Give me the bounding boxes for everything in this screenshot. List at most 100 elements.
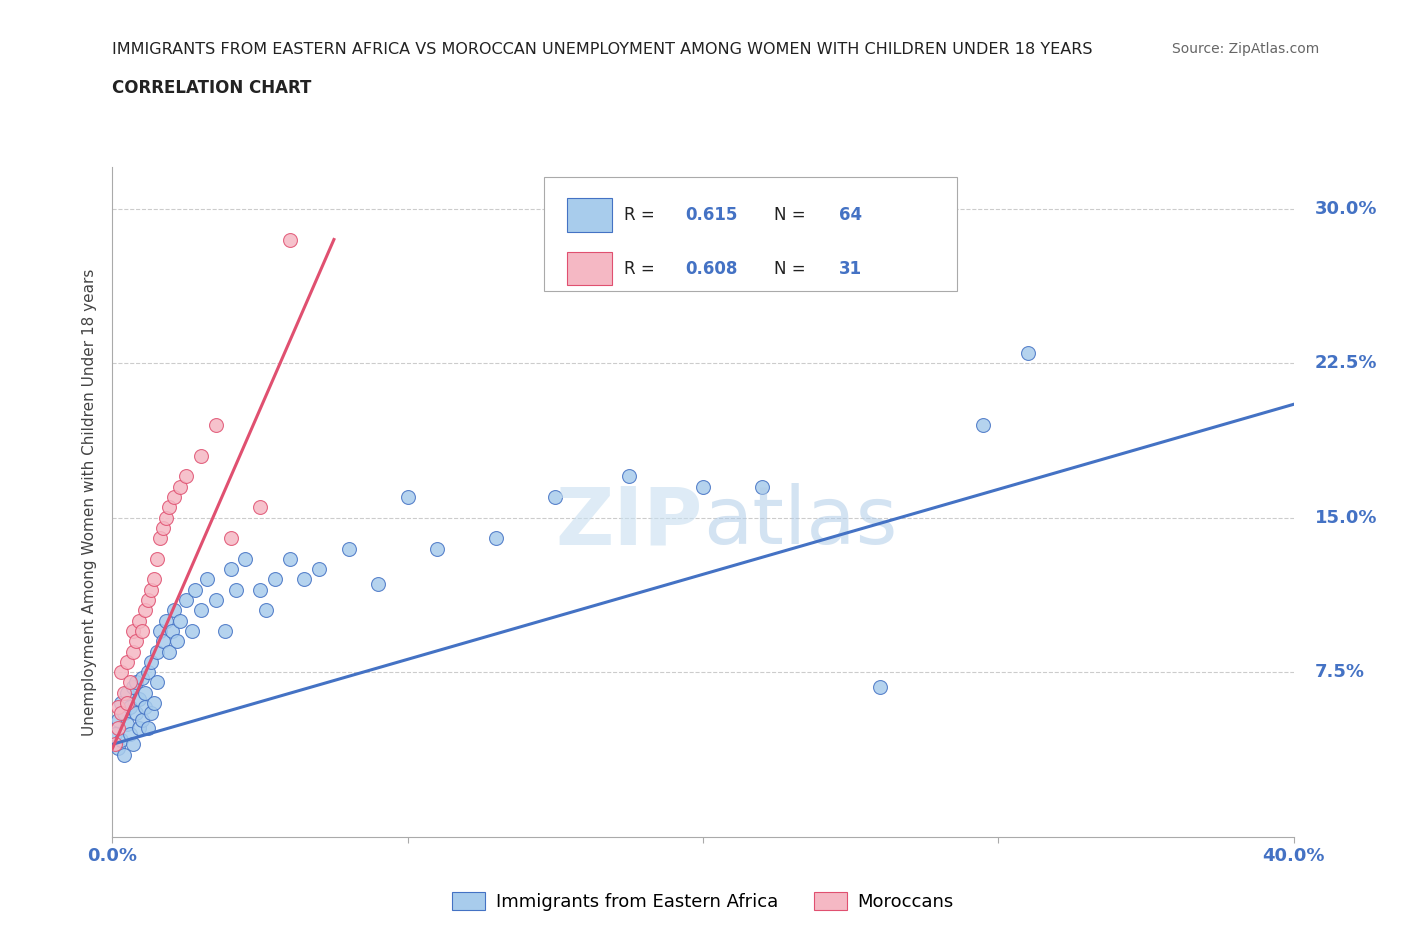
Point	[136, 721, 159, 736]
Point	[155, 613, 177, 628]
Point	[117, 685, 138, 700]
Point	[249, 500, 271, 515]
Point	[149, 531, 172, 546]
Point	[163, 489, 186, 504]
Point	[292, 572, 315, 587]
Text: R =: R =	[624, 206, 659, 224]
FancyBboxPatch shape	[544, 178, 957, 291]
Point	[110, 665, 132, 680]
Point	[122, 737, 145, 751]
Point	[337, 541, 360, 556]
Point	[134, 685, 156, 700]
Point	[146, 551, 169, 566]
Point	[117, 655, 138, 670]
Point	[142, 696, 165, 711]
Point	[120, 699, 142, 714]
Text: 15.0%: 15.0%	[1315, 509, 1376, 526]
Point	[195, 572, 218, 587]
Point	[155, 511, 177, 525]
Point	[169, 613, 191, 628]
Point	[308, 562, 330, 577]
Text: N =: N =	[773, 259, 811, 278]
Point	[214, 623, 236, 638]
Point	[149, 623, 172, 638]
Point	[136, 592, 159, 607]
Point	[264, 572, 287, 587]
Point	[174, 469, 197, 484]
Point	[146, 644, 169, 659]
Point	[128, 721, 150, 736]
Text: 22.5%: 22.5%	[1315, 354, 1376, 372]
Point	[107, 741, 129, 756]
Point	[163, 603, 186, 618]
Point	[205, 418, 228, 432]
Text: 30.0%: 30.0%	[1315, 200, 1376, 218]
Point	[157, 500, 180, 515]
Point	[131, 623, 153, 638]
Text: R =: R =	[624, 259, 659, 278]
Point	[120, 726, 142, 741]
FancyBboxPatch shape	[567, 198, 612, 232]
Point	[278, 551, 301, 566]
Point	[139, 655, 162, 670]
Point	[125, 675, 148, 690]
Point	[166, 634, 188, 649]
Point	[104, 737, 127, 751]
Text: ZIP: ZIP	[555, 484, 703, 562]
Point	[136, 665, 159, 680]
Point	[120, 675, 142, 690]
Text: CORRELATION CHART: CORRELATION CHART	[112, 79, 312, 97]
Point	[152, 634, 174, 649]
Point	[190, 448, 212, 463]
Text: Source: ZipAtlas.com: Source: ZipAtlas.com	[1171, 42, 1319, 56]
Point	[152, 521, 174, 536]
Text: 7.5%: 7.5%	[1315, 663, 1365, 681]
Point	[1017, 345, 1039, 360]
Point	[219, 531, 242, 546]
Text: N =: N =	[773, 206, 811, 224]
Point	[107, 712, 129, 727]
Point	[160, 623, 183, 638]
Point	[110, 733, 132, 748]
Point	[122, 623, 145, 638]
Point	[117, 696, 138, 711]
Point	[107, 721, 129, 736]
Point	[139, 582, 162, 597]
Point	[134, 699, 156, 714]
Point	[131, 712, 153, 727]
Point	[973, 418, 995, 432]
Point	[110, 706, 132, 721]
Point	[112, 706, 135, 721]
Text: 31: 31	[839, 259, 862, 278]
Point	[184, 582, 207, 597]
Point	[254, 603, 277, 618]
Y-axis label: Unemployment Among Women with Children Under 18 years: Unemployment Among Women with Children U…	[82, 269, 97, 736]
Point	[134, 603, 156, 618]
Point	[146, 675, 169, 690]
Point	[112, 747, 135, 762]
Point	[122, 644, 145, 659]
Point	[278, 232, 301, 247]
Point	[122, 679, 145, 694]
Text: 64: 64	[839, 206, 862, 224]
Point	[131, 671, 153, 685]
Point	[233, 551, 256, 566]
Point	[225, 582, 247, 597]
Point	[110, 696, 132, 711]
Text: atlas: atlas	[703, 484, 897, 562]
Point	[117, 716, 138, 731]
Point	[869, 679, 891, 694]
Point	[107, 699, 129, 714]
Point	[174, 592, 197, 607]
Point	[619, 469, 641, 484]
Point	[169, 479, 191, 494]
Point	[128, 692, 150, 707]
Point	[205, 592, 228, 607]
Point	[104, 726, 127, 741]
Point	[396, 489, 419, 504]
Point	[112, 685, 135, 700]
Point	[485, 531, 508, 546]
Point	[190, 603, 212, 618]
Point	[367, 577, 389, 591]
Point	[139, 706, 162, 721]
